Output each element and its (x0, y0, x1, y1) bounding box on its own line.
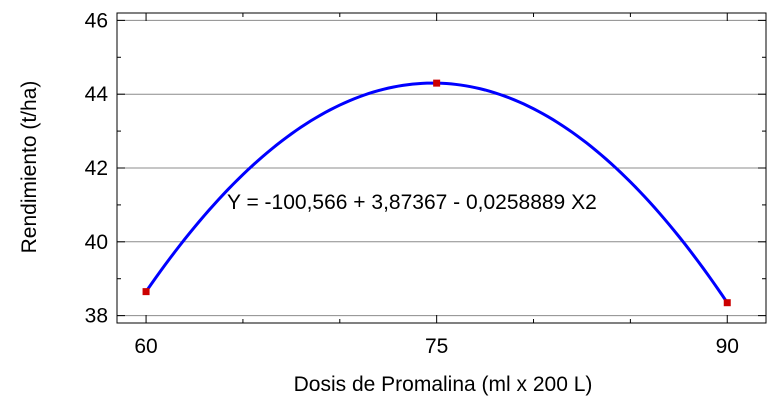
grid-lines (117, 19, 766, 317)
data-point (723, 299, 731, 307)
data-point (142, 288, 150, 296)
y-tick-label: 40 (85, 231, 108, 254)
x-tick-label: 75 (425, 335, 448, 358)
y-tick-labels: 38 40 42 44 46 (85, 9, 109, 327)
x-tick-labels: 60 75 90 (134, 335, 739, 358)
x-axis-label: Dosis de Promalina (ml x 200 L) (294, 373, 593, 396)
y-tick-label: 42 (85, 157, 108, 180)
y-tick-label: 38 (85, 305, 108, 328)
data-point (433, 79, 441, 87)
x-tick-label: 60 (134, 335, 157, 358)
data-points (142, 79, 731, 307)
regression-equation: Y = -100,566 + 3,87367 - 0,0258889 X2 (227, 191, 597, 214)
y-axis-label: Rendimiento (t/ha) (18, 81, 41, 254)
y-tick-label: 46 (85, 9, 108, 32)
x-tick-label: 90 (716, 335, 739, 358)
axis-ticks (117, 13, 766, 323)
y-tick-label: 44 (85, 83, 109, 106)
